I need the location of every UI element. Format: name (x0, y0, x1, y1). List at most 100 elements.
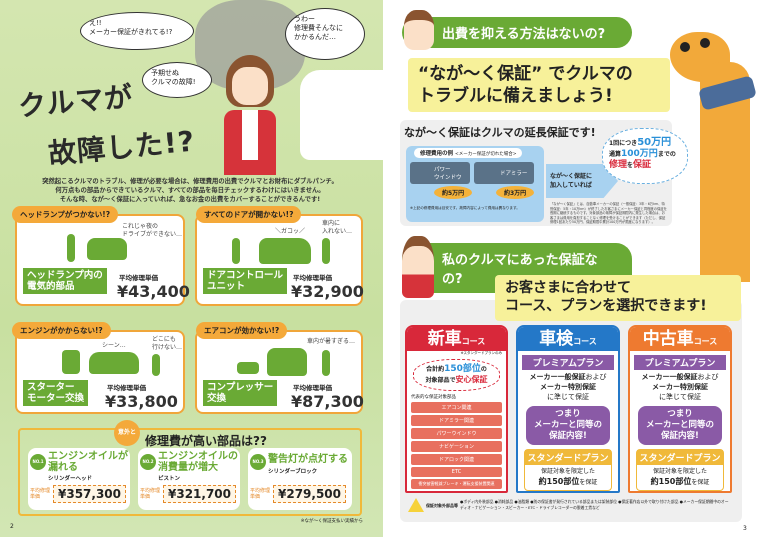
avg-price-label: 平均修理単価 (30, 488, 51, 500)
headline-line: トラブルに備えましょう! (418, 86, 613, 106)
standard-text: を保証 (691, 479, 710, 486)
fine-print: 「なが～く保証」とは、自動車メーカーの保証（一般保証：3年・6万km、特別保証：… (550, 202, 667, 225)
exclusion-text: ●ボディ内外装部品 ●消耗部品 ●油脂類 ●別の保証書が発行されている部品または… (460, 499, 729, 510)
question-text: 私のクルマにあった保証なの? (442, 253, 598, 287)
course-used-car: 中古車コース プレミアムプラン メーカー一般保証およびメーカー特別保証 に準じて保… (628, 325, 732, 493)
standard-plan-text: 保証対象を限定した 約150部位を保証 (525, 465, 611, 490)
page-number: 2 (10, 523, 14, 530)
course-suffix: コース (573, 337, 597, 346)
example-note: ※上記の修理費用は目安です。故障内容によって費用は異なります。 (410, 206, 520, 210)
car-figure-icon (89, 352, 139, 374)
speech-bubble-1: え!! メーカー保証がきれてる!? (80, 12, 194, 50)
premium-text: メーカー特別保証 (652, 383, 708, 391)
symptom: エンジンオイルが 漏れる (48, 451, 128, 473)
example-label-text: 修理費用の例 (420, 151, 454, 157)
part-item: ドアロック関連 (411, 454, 502, 465)
cloud-text: 1回につき (609, 140, 638, 147)
footnote: ※なが～く保証支払い実績から (300, 519, 363, 524)
course-suffix: コース (693, 337, 718, 346)
avg-price: ¥43,400 (117, 282, 190, 301)
exclusion-label: 保証対象外部品等 (426, 503, 458, 508)
cloud-text: の (480, 366, 487, 373)
price: ¥321,700 (163, 485, 237, 503)
coverage-cloud: 1回につき50万円 通算100万円までの 修理を保証 (602, 128, 688, 184)
case-tab: ヘッドランプがつかない!? (12, 206, 119, 223)
cloud-text: 合計約 (426, 366, 445, 373)
symptom: エンジンオイルの 消費量が増大 (158, 451, 238, 473)
part-item: ドアミラー関連 (411, 415, 502, 426)
person-figure-icon (237, 362, 259, 374)
cloud-amount: 100万円 (621, 149, 658, 159)
case-card-engine: どこにも 行けない… シーン… スターター モーター交換 平均修理単価 ¥33,… (15, 330, 185, 414)
intro-line: そんな時、なが～く保証に入っていれば、急なお金の出費をカバーすることができるんで… (59, 196, 321, 203)
course-name: 車検 (539, 329, 574, 349)
example-sub-text: <メーカー保証が切れた場合> (454, 152, 517, 157)
price: ¥279,500 (273, 485, 347, 503)
avg-price-label: 平均修理単価 (293, 274, 332, 282)
section-title: なが～く保証はクルマの延長保証です! (404, 126, 596, 139)
person-figure-icon (67, 234, 75, 262)
course-suffix: コース (461, 337, 486, 346)
part-name: コンプレッサー 交換 (203, 380, 278, 406)
premium-text: メーカー一般保証 (529, 373, 586, 381)
part-item: ETC (411, 467, 502, 477)
premium-text: に準じて保証 (659, 393, 701, 401)
avg-price-label: 平均修理単価 (293, 384, 332, 392)
case-comment: これじゃ夜の ドライブができない… (122, 223, 183, 238)
course-header: 車検コース (518, 327, 618, 351)
example-label: 修理費用の例 <メーカー保証が切れた場合> (414, 148, 523, 158)
part: ピストン (158, 476, 181, 482)
standard-plan: スタンダードプラン 保証対象を限定した 約150部位を保証 (636, 449, 724, 491)
headline2-box: お客さまに合わせて コース、プランを選択できます! (495, 275, 741, 321)
right-page: 出費を抑える方法はないの? “なが～く保証” でクルマの トラブルに備えましょう… (388, 0, 760, 537)
question-header-1: 出費を抑える方法はないの? (402, 17, 632, 48)
left-page: え!! メーカー保証がきれてる!? 予期せぬ クルマの故障! うわー 修理費そん… (0, 0, 383, 537)
car-figure-icon (267, 348, 307, 376)
question-text: 出費を抑える方法はないの? (442, 27, 606, 42)
cloud-amount: 50万円 (637, 137, 672, 148)
avg-price-label: 平均修理単価 (140, 488, 161, 500)
part-item: ナビゲーション (411, 441, 502, 452)
course-header: 中古車コース (630, 327, 730, 351)
course-name: 新車 (427, 329, 462, 349)
rank-badge: NO.2 (140, 454, 156, 470)
case-card-headlamp: これじゃ夜の ドライブができない… ヘッドランプ内の 電気的部品 平均修理単価 … (15, 214, 190, 306)
course-name: 中古車 (642, 329, 694, 349)
cost-badge: 約5万円 (434, 186, 473, 199)
standard-plan-title: スタンダードプラン (637, 450, 723, 465)
case-card-door: 車内に 入れない… ＼ガコッ／ ドアコントロール ユニット 平均修理単価 ¥32… (195, 214, 364, 306)
course-header: 新車コース (407, 327, 506, 351)
standard-plan: スタンダードプラン 保証対象を限定した 約150部位を保証 (524, 449, 612, 491)
person-figure-icon (322, 238, 330, 264)
cloud-text: 対象部品で (425, 377, 456, 384)
expensive-parts-box: 意外と 修理費が高い部品は?? NO.1 エンジンオイルが 漏れる シリンダーヘ… (18, 420, 362, 516)
standard-text: 約150部位 (538, 477, 580, 486)
case-card-aircon: 車内が暑すぎる… コンプレッサー 交換 平均修理単価 ¥87,300 (195, 330, 364, 414)
person-figure-icon (322, 350, 330, 376)
woman-avatar (402, 236, 434, 298)
rank-card-2: NO.2 エンジンオイルの 消費量が増大 ピストン 平均修理単価 ¥321,70… (138, 448, 240, 510)
standard-text: 保証対象を限定した (540, 468, 595, 475)
person-figure-icon (232, 238, 240, 264)
parts-list-title: 代表的な保証対象部品 (411, 395, 456, 400)
surprise-badge: 意外と (114, 420, 140, 446)
case-tab: エンジンがかからない!? (12, 322, 111, 339)
avg-price-label: 平均修理単価 (107, 384, 146, 392)
standard-text: 約150部位 (650, 477, 692, 486)
premium-text: および (697, 373, 719, 381)
cloud-text: 通算 (609, 151, 622, 158)
premium-text: に準じて保証 (547, 393, 589, 401)
price: ¥357,300 (53, 485, 127, 503)
symptom: 警告灯が点灯する (268, 454, 348, 465)
premium-text: メーカー一般保証 (641, 373, 698, 381)
course-inspection: 車検コース プレミアムプラン メーカー一般保証および メーカー特別保証 に準じて保証… (516, 325, 620, 493)
sound-effect: シーン… (102, 342, 126, 349)
main-title-line1: クルマが (16, 80, 135, 123)
car-figure-icon (87, 238, 127, 260)
case-comment: 車内に 入れない… (322, 220, 353, 235)
case-comment: 車内が暑すぎる… (307, 338, 356, 345)
premium-plan-title: プレミアムプラン (634, 355, 726, 370)
woman-illustration (222, 55, 278, 175)
page-number: 3 (743, 525, 747, 532)
intro-text: 突然起こるクルマのトラブル、修理が必要な場合は、修理費用の出費でクルマとお財布に… (20, 177, 360, 204)
